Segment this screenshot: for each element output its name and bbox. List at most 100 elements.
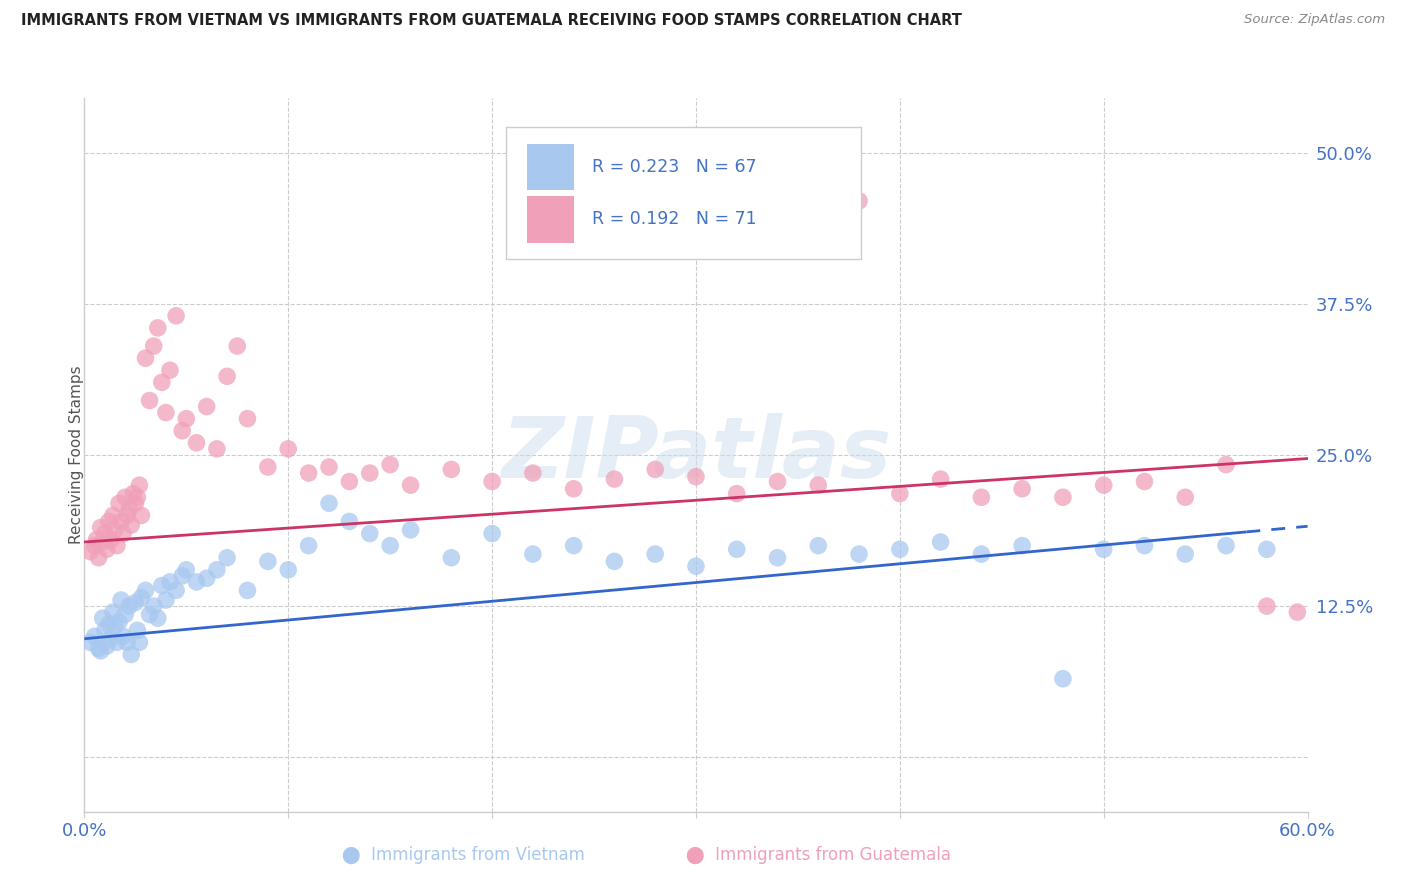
Point (96, 542, 118, 557)
Point (1133, 475, 1156, 489)
Point (257, 460, 280, 475)
Point (644, 547, 666, 561)
Text: ZIPatlas: ZIPatlas (501, 413, 891, 497)
Point (155, 593, 177, 607)
Point (90, 644, 112, 658)
Point (105, 635, 128, 649)
Point (644, 462, 666, 476)
Point (848, 194, 870, 208)
Point (174, 411, 197, 425)
Point (195, 571, 218, 585)
Point (186, 574, 208, 589)
Point (562, 539, 585, 553)
Point (440, 462, 463, 476)
Point (298, 466, 321, 480)
Point (970, 547, 993, 561)
Point (150, 376, 173, 390)
Point (1052, 490, 1074, 504)
Point (86, 533, 108, 547)
Point (1215, 539, 1237, 553)
Point (135, 583, 157, 598)
Point (440, 550, 463, 565)
Point (970, 490, 993, 504)
Point (339, 475, 360, 489)
Point (128, 478, 150, 492)
Point (90, 520, 112, 534)
Text: R = 0.192   N = 71: R = 0.192 N = 71 (592, 211, 756, 228)
Point (165, 309, 187, 323)
Point (562, 482, 585, 496)
Point (138, 393, 160, 408)
Point (685, 559, 707, 574)
Point (114, 490, 136, 504)
Point (112, 526, 135, 541)
Point (1092, 542, 1115, 557)
Point (205, 563, 228, 577)
Text: R = 0.223   N = 67: R = 0.223 N = 67 (592, 158, 756, 176)
Text: ⬤  Immigrants from Guatemala: ⬤ Immigrants from Guatemala (686, 846, 950, 863)
Point (110, 515, 132, 529)
Point (127, 624, 149, 638)
Point (1011, 539, 1033, 553)
Point (1052, 672, 1074, 686)
Point (172, 569, 194, 583)
Point (91, 611, 114, 625)
Point (481, 526, 503, 541)
Point (603, 554, 626, 568)
Point (105, 539, 128, 553)
Point (1011, 482, 1033, 496)
Point (1256, 599, 1278, 613)
Point (522, 466, 544, 480)
Point (807, 478, 830, 492)
Point (100, 533, 122, 547)
Point (195, 400, 218, 414)
Point (97, 617, 120, 632)
Point (87, 641, 110, 656)
Point (257, 554, 280, 568)
Point (929, 535, 952, 549)
Point (277, 442, 299, 456)
Point (165, 583, 187, 598)
Point (848, 547, 870, 561)
Point (128, 635, 150, 649)
Point (146, 321, 169, 335)
Y-axis label: Receiving Food Stamps: Receiving Food Stamps (69, 366, 83, 544)
Point (142, 599, 165, 613)
Point (112, 629, 135, 643)
Point (91, 535, 114, 549)
Point (359, 466, 381, 480)
Point (115, 635, 138, 649)
Point (159, 363, 181, 377)
Point (481, 475, 503, 489)
Point (110, 593, 132, 607)
Point (79, 635, 101, 649)
Point (1174, 547, 1197, 561)
Point (122, 486, 145, 500)
FancyBboxPatch shape (506, 127, 860, 259)
Point (226, 339, 249, 353)
Point (101, 605, 124, 619)
Point (83, 539, 105, 553)
Point (124, 496, 146, 510)
Point (100, 632, 122, 646)
Point (318, 496, 340, 510)
Point (399, 523, 422, 537)
Point (150, 578, 173, 592)
Point (131, 591, 153, 605)
Point (115, 508, 138, 523)
Point (929, 472, 952, 486)
Point (807, 539, 830, 553)
Point (889, 542, 911, 557)
Point (298, 539, 321, 553)
FancyBboxPatch shape (527, 196, 574, 243)
Point (603, 472, 626, 486)
Point (118, 502, 141, 516)
Point (120, 648, 142, 662)
Point (138, 607, 160, 622)
Point (104, 523, 127, 537)
Point (146, 611, 169, 625)
Point (93, 624, 115, 638)
Point (155, 406, 177, 420)
Point (1092, 478, 1115, 492)
Point (1174, 490, 1197, 504)
